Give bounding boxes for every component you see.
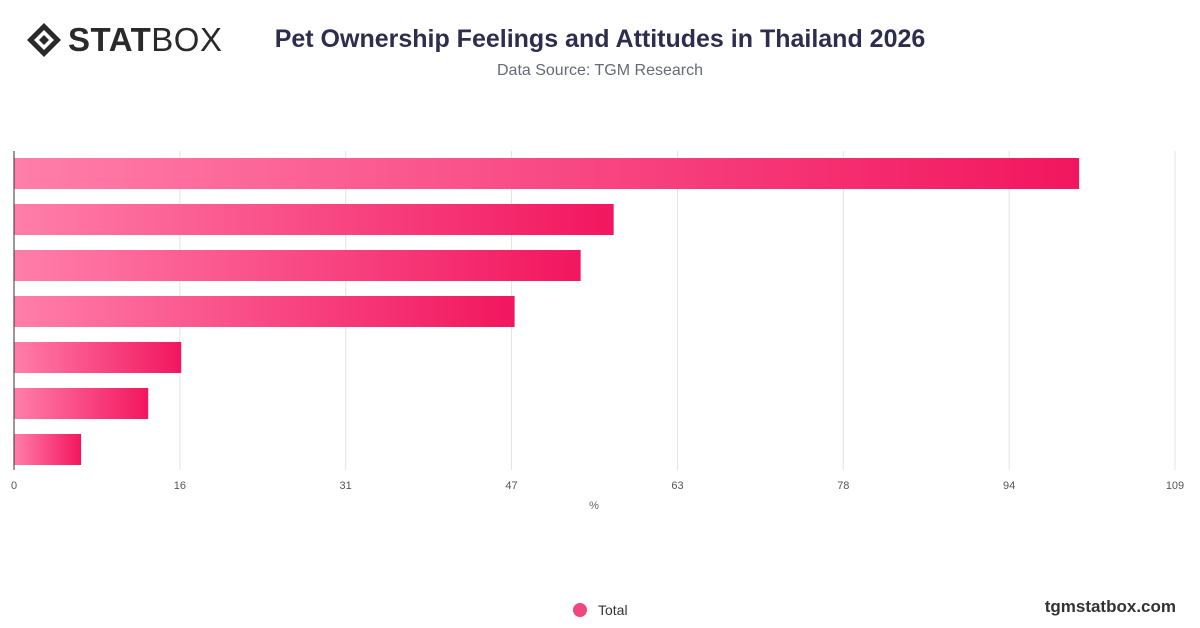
x-tick-label: 16 [174, 480, 186, 492]
chart-legend[interactable]: Total [573, 602, 628, 618]
footer-site: tgmstatbox.com [1044, 597, 1176, 616]
bar[interactable] [14, 296, 515, 327]
statbox-logo: STATBOX [26, 22, 222, 58]
logo-bold-text: STAT [68, 21, 152, 58]
x-tick-label: 31 [340, 480, 352, 492]
bar[interactable] [14, 434, 82, 465]
x-axis-label: % [589, 500, 599, 512]
statbox-diamond-icon [27, 23, 61, 57]
chart-subtitle: Data Source: TGM Research [496, 62, 703, 79]
bar[interactable] [14, 342, 182, 373]
x-tick-label: 47 [505, 480, 517, 492]
legend-label-total: Total [598, 602, 628, 618]
legend-marker [573, 603, 587, 617]
bar[interactable] [14, 250, 581, 281]
bar[interactable] [14, 204, 614, 235]
x-tick-label: 109 [1166, 480, 1184, 492]
x-axis-ticks: 0 16 31 47 63 78 94 109 [11, 480, 1184, 492]
logo-wordmark: STATBOX [68, 22, 222, 58]
x-tick-label: 63 [671, 480, 683, 492]
bars [14, 158, 1080, 465]
bar[interactable] [14, 388, 149, 419]
logo-light-text: BOX [151, 21, 223, 58]
chart-title: Pet Ownership Feelings and Attitudes in … [274, 25, 926, 53]
x-tick-label: 78 [837, 480, 849, 492]
bar[interactable] [14, 158, 1080, 189]
x-tick-label: 0 [11, 480, 17, 492]
x-tick-label: 94 [1003, 480, 1015, 492]
